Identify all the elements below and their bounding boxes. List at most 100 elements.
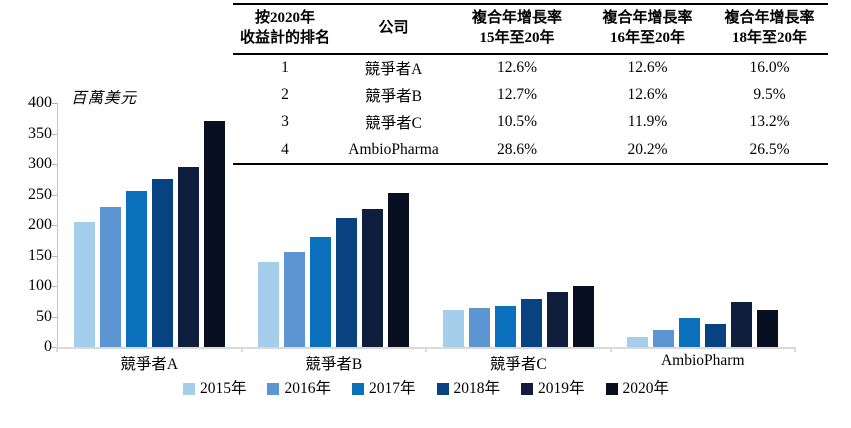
y-tick-label: 0 xyxy=(44,338,52,355)
y-tick-label: 300 xyxy=(28,155,52,172)
table-cell: AmbioPharma xyxy=(348,140,439,158)
table-cell: 4 xyxy=(281,140,289,158)
table-cell: 1 xyxy=(281,59,289,77)
bar-競爭者A-2018年 xyxy=(151,179,173,347)
legend-label: 2016年 xyxy=(284,380,331,397)
legend-label: 2018年 xyxy=(453,380,501,397)
y-axis-line xyxy=(57,103,58,349)
bar-競爭者C-2019年 xyxy=(546,292,568,347)
x-axis-tick xyxy=(794,347,796,352)
table-cell: 16.0% xyxy=(749,59,790,77)
y-axis-tick xyxy=(52,286,57,287)
x-category-label: 競爭者B xyxy=(305,356,363,373)
chart-legend: 2015年 2016年 2017年 2018年 2019年 2020年 xyxy=(57,379,795,399)
y-axis-tick xyxy=(52,225,57,226)
bar-AmbioPharm-2019年 xyxy=(731,302,753,347)
legend-swatch-icon xyxy=(521,383,534,395)
y-axis-tick xyxy=(52,255,57,257)
bar-競爭者A-2017年 xyxy=(125,191,147,347)
legend-swatch-icon xyxy=(436,383,449,395)
legend-label: 2015年 xyxy=(199,380,247,397)
x-category-label: 競爭者A xyxy=(120,356,179,373)
bar-競爭者A-2020年 xyxy=(203,121,225,347)
table-row: 2 競爭者B 12.7% 12.6% 9.5% xyxy=(233,82,828,109)
cagr-ranking-table: 按2020年 收益計的排名 公司 複合年增長率 15年至20年 複合年增長率 16年至… xyxy=(233,3,828,165)
bar-AmbioPharm-2020年 xyxy=(757,310,779,347)
bar-競爭者A-2019年 xyxy=(177,167,199,347)
bar-競爭者C-2018年 xyxy=(520,299,542,347)
table-row: 1 競爭者A 12.6% 12.6% 16.0% xyxy=(233,54,828,82)
legend-swatch-icon xyxy=(182,383,195,395)
legend-label: 2019年 xyxy=(538,380,585,397)
bar-競爭者C-2016年 xyxy=(468,308,490,347)
table-cell: 12.7% xyxy=(496,86,538,104)
table-cell: 競爭者B xyxy=(365,88,422,106)
table-row: 3 競爭者C 10.5% 11.9% 13.2% xyxy=(233,109,828,136)
table-cell: 12.6% xyxy=(627,59,668,77)
bar-競爭者C-2017年 xyxy=(494,306,516,347)
table-cell: 競爭者C xyxy=(365,115,422,133)
table-header-cell: 按2020年 收益計的排名 xyxy=(239,10,330,46)
table-cell: 9.5% xyxy=(753,86,786,104)
y-axis-unit-label: 百萬美元 xyxy=(71,90,138,107)
y-axis-tick xyxy=(52,194,57,196)
table-header-row: 按2020年 收益計的排名 公司 複合年增長率 15年至20年 複合年增長率 16年至… xyxy=(233,4,828,54)
table-cell: 11.9% xyxy=(627,113,668,131)
y-axis-tick xyxy=(52,103,57,104)
bar-競爭者B-2019年 xyxy=(362,209,384,347)
y-axis-tick xyxy=(52,133,57,135)
table-cell: 26.5% xyxy=(749,140,790,158)
bar-競爭者B-2017年 xyxy=(310,237,332,347)
bar-AmbioPharm-2015年 xyxy=(627,337,649,347)
y-axis-tick xyxy=(52,164,57,165)
legend-label: 2017年 xyxy=(368,380,416,397)
table-cell: 20.2% xyxy=(627,140,668,158)
table-header-cell: 公司 xyxy=(378,19,409,36)
legend-item: 2020年 xyxy=(605,380,670,397)
y-tick-label: 200 xyxy=(28,216,52,233)
table-cell: 10.5% xyxy=(496,113,538,131)
legend-item: 2015年 xyxy=(182,380,247,397)
table-cell: 12.6% xyxy=(496,59,538,77)
table-header-cell: 複合年增長率 16年至20年 xyxy=(602,10,693,46)
y-tick-label: 350 xyxy=(28,124,52,142)
table-cell: 3 xyxy=(281,113,289,131)
y-tick-label: 250 xyxy=(28,185,52,203)
bar-競爭者B-2020年 xyxy=(388,193,410,347)
y-axis-tick xyxy=(52,347,57,348)
bar-AmbioPharm-2018年 xyxy=(705,324,727,347)
table-cell: 28.6% xyxy=(496,140,538,158)
table-header-cell: 複合年增長率 15年至20年 xyxy=(471,10,562,46)
x-axis-tick xyxy=(240,347,243,352)
bar-競爭者B-2016年 xyxy=(284,252,306,347)
bar-競爭者B-2018年 xyxy=(336,218,358,347)
bar-AmbioPharm-2016年 xyxy=(653,330,675,347)
x-category-label: AmbioPharm xyxy=(660,352,745,369)
legend-swatch-icon xyxy=(267,383,280,395)
table-header-cell: 複合年增長率 18年至20年 xyxy=(724,10,815,46)
x-axis-tick xyxy=(56,347,58,352)
table-cell: 12.6% xyxy=(627,86,668,104)
y-tick-label: 50 xyxy=(36,307,52,325)
bar-競爭者A-2016年 xyxy=(99,207,121,347)
x-axis-tick xyxy=(609,347,612,352)
table-cell: 競爭者A xyxy=(364,61,423,79)
legend-item: 2017年 xyxy=(351,380,416,397)
x-axis-tick xyxy=(425,347,427,352)
bar-競爭者A-2015年 xyxy=(73,222,95,347)
table-body: 1 競爭者A 12.6% 12.6% 16.0% 2 競爭者B 12.7% 12.6% 9.5% 3… xyxy=(233,54,828,164)
x-category-label: 競爭者C xyxy=(489,356,547,373)
legend-item: 2019年 xyxy=(521,381,585,397)
y-tick-label: 400 xyxy=(28,94,52,111)
table-row: 4 AmbioPharma 28.6% 20.2% 26.5% xyxy=(233,136,828,164)
y-tick-label: 100 xyxy=(28,277,52,294)
legend-label: 2020年 xyxy=(622,380,670,397)
legend-swatch-icon xyxy=(605,383,618,395)
table-cell: 13.2% xyxy=(749,113,790,131)
y-axis-tick xyxy=(52,316,57,318)
bar-AmbioPharm-2017年 xyxy=(679,318,701,347)
legend-item: 2016年 xyxy=(267,381,331,397)
bar-競爭者C-2020年 xyxy=(572,286,594,347)
